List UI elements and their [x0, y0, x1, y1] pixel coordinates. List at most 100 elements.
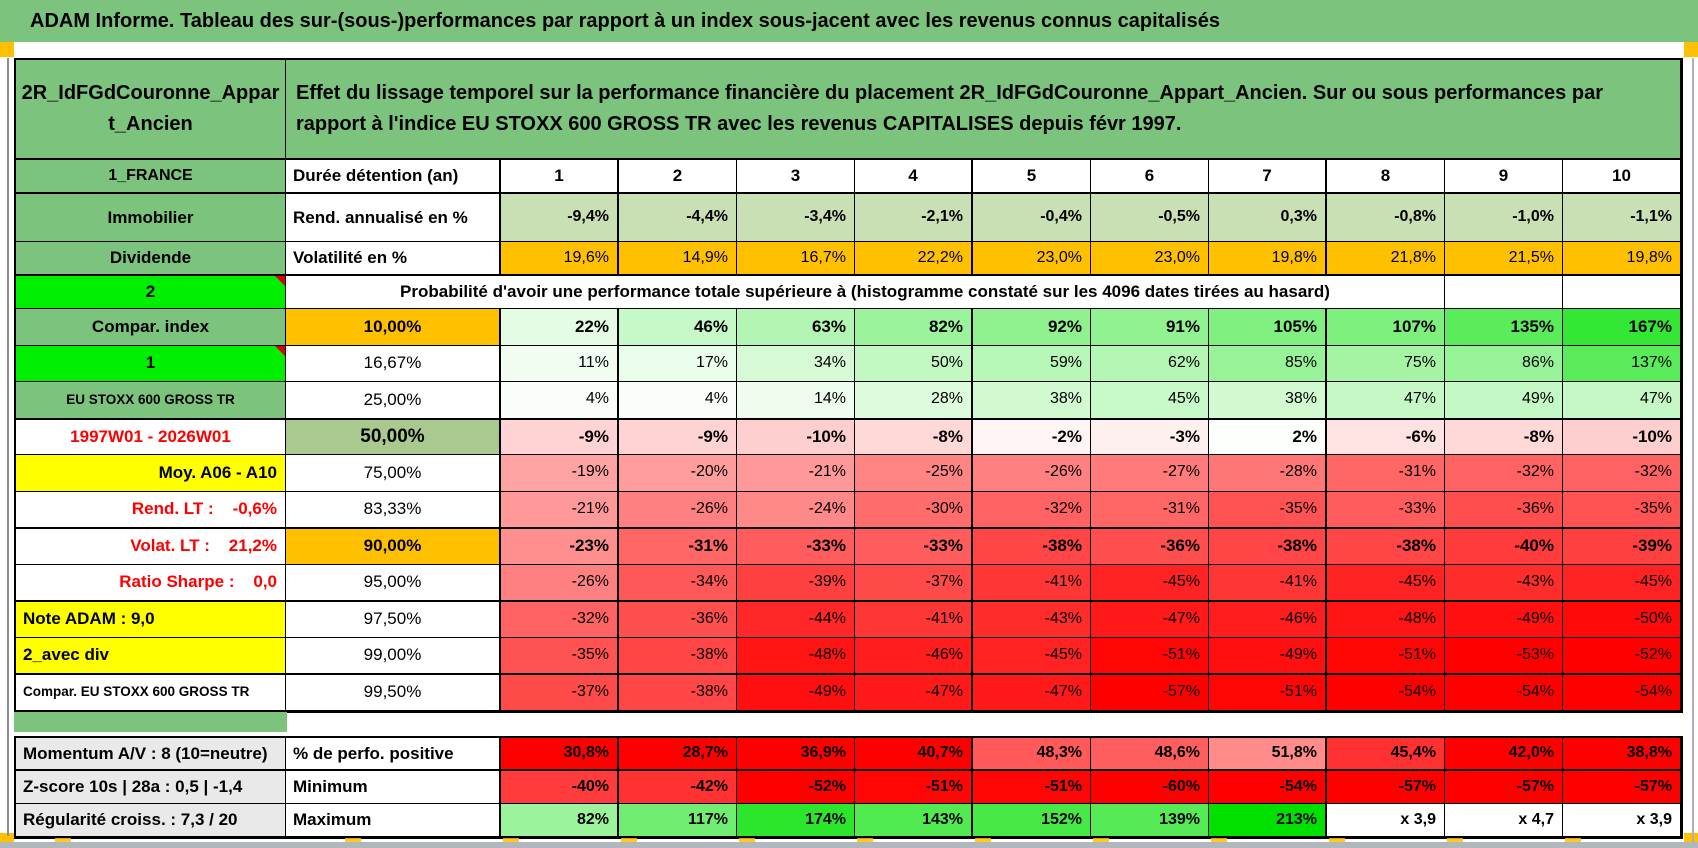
value-cell[interactable]: 139% [1091, 804, 1209, 837]
column-header-cell[interactable]: 3 [737, 160, 855, 194]
value-cell[interactable]: -41% [855, 601, 973, 638]
value-cell[interactable]: -51% [1209, 674, 1327, 711]
value-cell[interactable]: 135% [1445, 309, 1563, 346]
value-cell[interactable]: -49% [1445, 601, 1563, 638]
value-cell[interactable]: -33% [1327, 491, 1445, 528]
value-cell[interactable]: 86% [1445, 345, 1563, 382]
placement-description-cell[interactable]: Effet du lissage temporel sur la perform… [286, 60, 1681, 160]
value-cell[interactable]: -9% [619, 418, 737, 455]
value-cell[interactable]: 23,0% [973, 242, 1091, 276]
metric-label[interactable]: Rend. annualisé en % [286, 194, 501, 242]
value-cell[interactable]: 23,0% [1091, 242, 1209, 276]
value-cell[interactable]: -2,1% [855, 194, 973, 242]
row-label[interactable]: 2_avec div [16, 637, 286, 674]
threshold-cell[interactable]: 90,00% [286, 528, 501, 565]
value-cell[interactable]: -26% [619, 491, 737, 528]
value-cell[interactable]: -35% [1209, 491, 1327, 528]
value-cell[interactable]: -47% [1091, 601, 1209, 638]
value-cell[interactable]: -57% [1563, 771, 1681, 804]
value-cell[interactable]: -1,0% [1445, 194, 1563, 242]
row-label[interactable]: Note ADAM : 9,0 [16, 601, 286, 638]
value-cell[interactable]: -3,4% [737, 194, 855, 242]
value-cell[interactable]: -49% [737, 674, 855, 711]
value-cell[interactable]: -52% [737, 771, 855, 804]
column-header-cell[interactable]: 4 [855, 160, 973, 194]
value-cell[interactable]: 45% [1091, 382, 1209, 419]
value-cell[interactable]: -39% [737, 564, 855, 601]
value-cell[interactable]: 19,8% [1563, 242, 1681, 276]
row-label[interactable]: Dividende [16, 242, 286, 276]
value-cell[interactable]: -47% [855, 674, 973, 711]
metric-label[interactable]: Volatilité en % [286, 242, 501, 276]
value-cell[interactable]: -51% [1091, 637, 1209, 674]
value-cell[interactable]: 82% [501, 804, 619, 837]
value-cell[interactable]: -26% [501, 564, 619, 601]
value-cell[interactable]: 30,8% [501, 738, 619, 771]
value-cell[interactable]: 21,5% [1445, 242, 1563, 276]
value-cell[interactable]: -54% [1209, 771, 1327, 804]
value-cell[interactable]: 28,7% [619, 738, 737, 771]
value-cell[interactable]: 21,8% [1327, 242, 1445, 276]
value-cell[interactable]: -19% [501, 455, 619, 492]
metric-label[interactable]: Minimum [286, 771, 501, 804]
value-cell[interactable]: -51% [973, 771, 1091, 804]
threshold-cell[interactable]: 99,50% [286, 674, 501, 711]
value-cell[interactable]: x 3,9 [1563, 804, 1681, 837]
probability-section-label[interactable]: 2 [16, 276, 286, 309]
value-cell[interactable]: -35% [501, 637, 619, 674]
empty-cell[interactable] [1445, 276, 1563, 309]
value-cell[interactable]: 47% [1563, 382, 1681, 419]
value-cell[interactable]: -45% [973, 637, 1091, 674]
row-label[interactable]: Ratio Sharpe : 0,0 [16, 564, 286, 601]
value-cell[interactable]: -26% [973, 455, 1091, 492]
value-cell[interactable]: -45% [1563, 564, 1681, 601]
value-cell[interactable]: -34% [619, 564, 737, 601]
value-cell[interactable]: 105% [1209, 309, 1327, 346]
value-cell[interactable]: 11% [501, 345, 619, 382]
value-cell[interactable]: 82% [855, 309, 973, 346]
value-cell[interactable]: 0,3% [1209, 194, 1327, 242]
value-cell[interactable]: x 3,9 [1327, 804, 1445, 837]
value-cell[interactable]: 75% [1327, 345, 1445, 382]
column-header-cell[interactable]: 5 [973, 160, 1091, 194]
value-cell[interactable]: 59% [973, 345, 1091, 382]
value-cell[interactable]: -39% [1563, 528, 1681, 565]
value-cell[interactable]: -57% [1445, 771, 1563, 804]
value-cell[interactable]: -10% [737, 418, 855, 455]
threshold-cell[interactable]: 95,00% [286, 564, 501, 601]
value-cell[interactable]: -51% [855, 771, 973, 804]
value-cell[interactable]: -57% [1327, 771, 1445, 804]
value-cell[interactable]: -42% [619, 771, 737, 804]
value-cell[interactable]: 137% [1563, 345, 1681, 382]
threshold-cell[interactable]: 97,50% [286, 601, 501, 638]
value-cell[interactable]: -4,4% [619, 194, 737, 242]
metric-label[interactable]: Durée détention (an) [286, 160, 501, 194]
value-cell[interactable]: -45% [1327, 564, 1445, 601]
sheet-title[interactable]: ADAM Informe. Tableau des sur-(sous-)per… [30, 9, 1220, 32]
value-cell[interactable]: -41% [1209, 564, 1327, 601]
value-cell[interactable]: -31% [1327, 455, 1445, 492]
value-cell[interactable]: 167% [1563, 309, 1681, 346]
value-cell[interactable]: 4% [619, 382, 737, 419]
row-label[interactable]: Volat. LT : 21,2% [16, 528, 286, 565]
value-cell[interactable]: 117% [619, 804, 737, 837]
value-cell[interactable]: 22% [501, 309, 619, 346]
value-cell[interactable]: -49% [1209, 637, 1327, 674]
value-cell[interactable]: -31% [619, 528, 737, 565]
row-label[interactable]: Z-score 10s | 28a : 0,5 | -1,4 [16, 771, 286, 804]
value-cell[interactable]: 14,9% [619, 242, 737, 276]
value-cell[interactable]: 28% [855, 382, 973, 419]
value-cell[interactable]: 51,8% [1209, 738, 1327, 771]
empty-cell[interactable] [1563, 276, 1681, 309]
value-cell[interactable]: 91% [1091, 309, 1209, 346]
value-cell[interactable]: -43% [973, 601, 1091, 638]
value-cell[interactable]: -60% [1091, 771, 1209, 804]
value-cell[interactable]: -6% [1327, 418, 1445, 455]
value-cell[interactable]: -54% [1563, 674, 1681, 711]
value-cell[interactable]: -38% [619, 674, 737, 711]
threshold-cell[interactable]: 16,67% [286, 345, 501, 382]
value-cell[interactable]: 42,0% [1445, 738, 1563, 771]
value-cell[interactable]: -24% [737, 491, 855, 528]
value-cell[interactable]: 14% [737, 382, 855, 419]
value-cell[interactable]: 46% [619, 309, 737, 346]
